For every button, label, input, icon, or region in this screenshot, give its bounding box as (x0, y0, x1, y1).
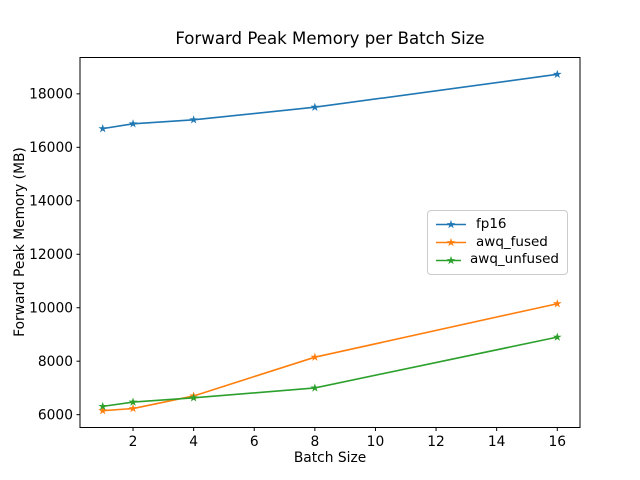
legend-item-label: awq_fused (476, 233, 548, 250)
y-tick-label: 18000 (29, 87, 73, 103)
y-tick-label: 14000 (29, 194, 73, 210)
axis-tick-labels: 2 4 6 8 10 12 14 16 6000 8000 10000 12000 14000 16000… (29, 87, 566, 450)
x-tick-label: 8 (310, 434, 319, 450)
y-tick-label: 6000 (38, 407, 73, 423)
legend-item-fp16: fp16 (435, 218, 559, 232)
legend-item-label: awq_unfused (470, 251, 559, 268)
y-tick-label: 10000 (29, 301, 73, 317)
chart-title: Forward Peak Memory per Batch Size (175, 29, 484, 48)
series-awq_fused-marker (310, 352, 320, 361)
legend-item-awq_unfused: awq_unfused (435, 253, 559, 267)
x-tick-label: 6 (250, 434, 259, 450)
series-awq_unfused-marker (128, 397, 138, 406)
legend-line-sample (436, 220, 466, 229)
series-awq_unfused-line (101, 336, 559, 408)
series-awq_unfused-marker (552, 332, 562, 341)
y-axis-label: Forward Peak Memory (MB) (12, 147, 28, 337)
legend-item-awq_fused: awq_fused (435, 233, 559, 250)
legend-sample-marker (446, 237, 456, 247)
series-awq_unfused-marker (310, 383, 320, 392)
legend-sample-marker (446, 255, 456, 264)
series-fp16-marker (552, 69, 562, 79)
legend-line-sample (436, 255, 462, 264)
x-tick-label: 16 (548, 434, 566, 450)
x-tick-label: 4 (189, 434, 198, 450)
series-lines (98, 69, 562, 415)
series-fp16-marker (98, 124, 108, 133)
series-awq_fused-line (101, 302, 559, 412)
series-fp16-marker (128, 119, 138, 128)
series-fp16-marker (310, 102, 320, 111)
axis-ticks (76, 93, 558, 431)
series-fp16-marker (189, 115, 199, 124)
legend: fp16 awq_fused awq_unfused (427, 210, 568, 275)
y-tick-label: 12000 (29, 247, 73, 263)
x-tick-label: 12 (427, 434, 445, 450)
series-awq_fused-marker (98, 406, 108, 415)
series-fp16-line (101, 73, 559, 130)
y-tick-label: 8000 (38, 354, 73, 370)
series-awq_fused-marker (128, 403, 138, 413)
legend-line-sample (436, 237, 466, 247)
x-axis-label: Batch Size (294, 450, 366, 466)
series-awq_unfused-marker (189, 393, 199, 402)
x-tick-label: 2 (129, 434, 138, 450)
x-tick-label: 10 (367, 434, 385, 450)
series-awq_unfused-marker (98, 401, 108, 411)
legend-sample-marker (446, 220, 456, 229)
y-tick-label: 16000 (29, 140, 73, 156)
x-tick-label: 14 (488, 434, 506, 450)
plot-area (79, 57, 581, 428)
legend-item-label: fp16 (476, 216, 507, 233)
series-awq_fused-marker (552, 299, 562, 308)
plot-frame (79, 57, 581, 428)
